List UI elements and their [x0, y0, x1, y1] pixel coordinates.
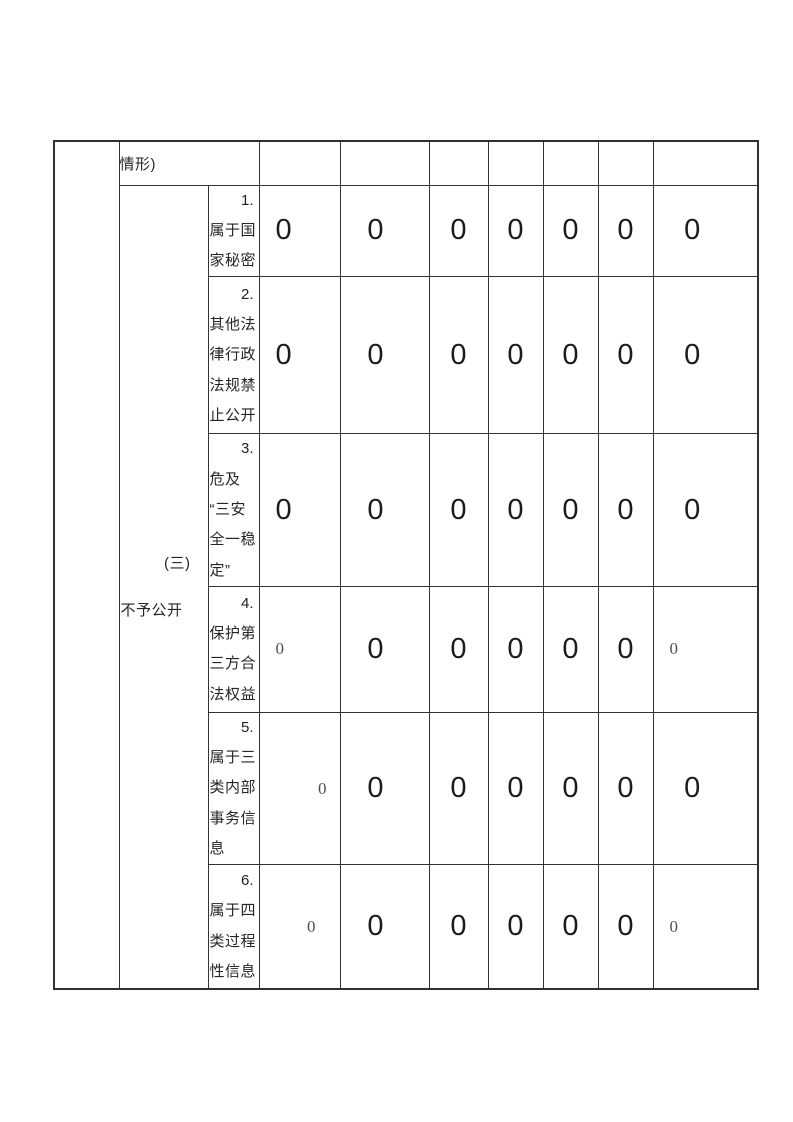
value-cell: 0	[542, 585, 599, 713]
value-cell: 0	[542, 864, 599, 990]
value-cell: 0	[258, 711, 341, 866]
report-table: 情形) (三) 不予公开 1. 属于国 家秘密 0 0 0 0 0 0	[53, 140, 759, 990]
value-cell: 0	[428, 433, 489, 587]
value-cell: 0	[487, 585, 544, 713]
value-cell: 0	[339, 585, 430, 713]
value-cell: 0	[652, 711, 759, 866]
category-line-2: 不予公开	[120, 601, 183, 619]
item-number: 1.	[240, 191, 254, 209]
value-cell: 0	[542, 184, 599, 278]
value-cell: 0	[652, 184, 759, 278]
item-label: 属于四 类过程 性信息	[209, 902, 257, 980]
value-cell: 0	[652, 585, 759, 713]
outer-section-cell	[53, 140, 120, 990]
value-cell: 0	[339, 276, 430, 435]
empty-cell	[487, 140, 544, 186]
item-number: 2.	[240, 285, 254, 303]
item-label: 其他法 律行政 法规禁 止公开	[209, 315, 257, 424]
empty-cell	[428, 140, 489, 186]
table-row: 6. 属于四 类过程 性信息 0 0 0 0 0 0 0	[54, 864, 759, 990]
value-cell: 0	[597, 711, 654, 866]
item-cell: 3. 危及 “三安 全一稳 定”	[207, 433, 260, 587]
item-number: 5.	[240, 718, 254, 736]
item-cell: 1. 属于国 家秘密	[207, 184, 260, 278]
carryover-row: 情形)	[53, 140, 759, 990]
item-number: 6.	[240, 872, 254, 890]
value-cell: 0	[428, 585, 489, 713]
value-cell: 0	[428, 184, 489, 278]
value-cell: 0	[339, 711, 430, 866]
value-cell: 0	[487, 864, 544, 990]
empty-cell	[339, 140, 430, 186]
value-cell: 0	[597, 585, 654, 713]
value-cell: 0	[542, 711, 599, 866]
value-cell: 0	[428, 864, 489, 990]
item-cell: 2. 其他法 律行政 法规禁 止公开	[207, 276, 260, 435]
value-cell: 0	[487, 711, 544, 866]
item-label: 保护第 三方合 法权益	[209, 625, 257, 703]
item-label: 属于三 类内部 事务信 息	[209, 749, 257, 858]
value-cell: 0	[258, 184, 341, 278]
table-row: 3. 危及 “三安 全一稳 定” 0 0 0 0 0 0 0	[54, 433, 759, 587]
item-label: 危及 “三安 全一稳 定”	[209, 470, 257, 579]
table-row: 2. 其他法 律行政 法规禁 止公开 0 0 0 0 0 0 0	[54, 276, 759, 435]
value-cell: 0	[542, 433, 599, 587]
table-row: 5. 属于三 类内部 事务信 息 0 0 0 0 0 0 0	[54, 711, 759, 866]
value-cell: 0	[258, 433, 341, 587]
value-cell: 0	[258, 276, 341, 435]
empty-cell	[542, 140, 599, 186]
carryover-cell: 情形)	[118, 140, 260, 186]
value-cell: 0	[487, 276, 544, 435]
empty-cell	[258, 140, 341, 186]
value-cell: 0	[652, 276, 759, 435]
item-label: 属于国 家秘密	[209, 221, 257, 270]
value-cell: 0	[652, 433, 759, 587]
value-cell: 0	[542, 276, 599, 435]
item-cell: 5. 属于三 类内部 事务信 息	[207, 711, 260, 866]
value-cell: 0	[428, 711, 489, 866]
value-cell: 0	[597, 184, 654, 278]
category-cell: (三) 不予公开	[118, 184, 209, 990]
value-cell: 0	[339, 864, 430, 990]
value-cell: 0	[258, 864, 341, 990]
item-cell: 4. 保护第 三方合 法权益	[207, 585, 260, 713]
category-line-1: (三)	[164, 554, 191, 572]
empty-cell	[652, 140, 759, 186]
value-cell: 0	[487, 184, 544, 278]
value-cell: 0	[487, 433, 544, 587]
item-number: 4.	[240, 594, 254, 612]
value-cell: 0	[339, 433, 430, 587]
item-cell: 6. 属于四 类过程 性信息	[207, 864, 260, 990]
value-cell: 0	[339, 184, 430, 278]
item-number: 3.	[240, 440, 254, 458]
value-cell: 0	[258, 585, 341, 713]
value-cell: 0	[597, 276, 654, 435]
empty-cell	[597, 140, 654, 186]
value-cell: 0	[597, 864, 654, 990]
value-cell: 0	[652, 864, 759, 990]
value-cell: 0	[597, 433, 654, 587]
value-cell: 0	[428, 276, 489, 435]
table-row: (三) 不予公开 1. 属于国 家秘密 0 0 0 0 0 0 0	[54, 184, 759, 990]
